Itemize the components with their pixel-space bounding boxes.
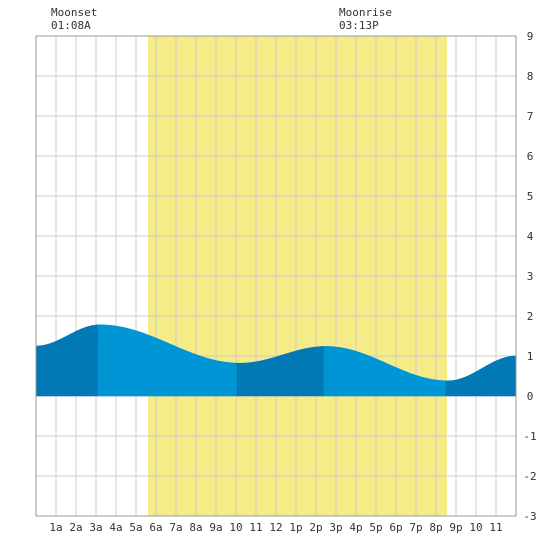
x-tick-label: 5a xyxy=(129,521,142,534)
y-tick-label: -1 xyxy=(523,430,536,443)
x-tick-label: 4a xyxy=(109,521,122,534)
x-tick-label: 11 xyxy=(489,521,502,534)
x-tick-label: 3p xyxy=(329,521,342,534)
tide-area-light xyxy=(323,346,447,397)
y-tick-label: 5 xyxy=(527,190,534,203)
x-tick-label: 9a xyxy=(209,521,222,534)
y-tick-label: 0 xyxy=(527,390,534,403)
x-tick-label: 1a xyxy=(49,521,62,534)
plot-border xyxy=(35,35,517,517)
y-tick-label: 6 xyxy=(527,150,534,163)
y-tick-label: 8 xyxy=(527,70,534,83)
y-tick-label: -2 xyxy=(523,470,536,483)
x-tick-label: 2p xyxy=(309,521,322,534)
x-tick-label: 6p xyxy=(389,521,402,534)
moon-event-label: Moonset xyxy=(51,6,97,19)
x-tick-label: 8a xyxy=(189,521,202,534)
x-tick-label: 3a xyxy=(89,521,102,534)
x-tick-label: 1p xyxy=(289,521,302,534)
y-tick-label: -3 xyxy=(523,510,536,523)
x-tick-label: 6a xyxy=(149,521,162,534)
y-tick-label: 2 xyxy=(527,310,534,323)
x-tick-label: 2a xyxy=(69,521,82,534)
moon-event-time: 03:13P xyxy=(339,19,379,32)
x-tick-label: 4p xyxy=(349,521,362,534)
y-tick-label: 4 xyxy=(527,230,534,243)
plot-frame-layer xyxy=(35,35,517,517)
y-tick-label: 1 xyxy=(527,350,534,363)
x-tick-label: 11 xyxy=(249,521,262,534)
tide-layer xyxy=(35,324,517,397)
tide-area-light xyxy=(97,324,238,397)
moon-event-label: Moonrise xyxy=(339,6,392,19)
moon-event-time: 01:08A xyxy=(51,19,91,32)
x-tick-label: 12 xyxy=(269,521,282,534)
x-tick-label: 10 xyxy=(469,521,482,534)
tide-area-dark xyxy=(236,346,325,397)
tide-area-dark xyxy=(35,324,99,397)
x-tick-label: 10 xyxy=(229,521,242,534)
x-tick-label: 5p xyxy=(369,521,382,534)
y-tick-label: 3 xyxy=(527,270,534,283)
y-tick-label: 9 xyxy=(527,30,534,43)
x-tick-label: 9p xyxy=(449,521,462,534)
tide-area-dark xyxy=(445,355,517,397)
x-tick-label: 7p xyxy=(409,521,422,534)
x-tick-label: 7a xyxy=(169,521,182,534)
x-tick-label: 8p xyxy=(429,521,442,534)
y-tick-label: 7 xyxy=(527,110,534,123)
